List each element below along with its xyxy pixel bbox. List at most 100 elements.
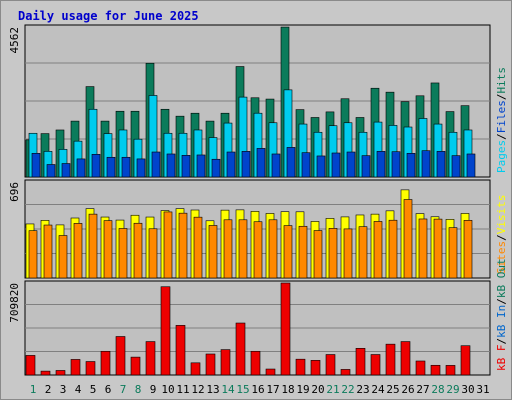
bar-kb-f-day-30 (460, 345, 471, 376)
x-tick-label-day-8: 8 (135, 383, 142, 396)
bar-kb-f-day-24 (370, 354, 381, 376)
bar-kb-f-day-25 (385, 343, 396, 376)
legend-entry: Pages (495, 140, 508, 173)
bar-pages-day-5 (91, 154, 101, 178)
bar-sites-day-14 (223, 219, 233, 279)
x-tick-label-day-29: 29 (446, 383, 459, 396)
bar-sites-day-2 (43, 224, 53, 279)
legend-entry: Sites (495, 241, 508, 274)
bar-pages-day-4 (76, 158, 86, 178)
side-legend-top: Pages/Files/Hits (495, 67, 508, 173)
bar-pages-day-13 (211, 158, 221, 178)
x-tick-label-day-3: 3 (60, 383, 67, 396)
bar-kb-f-day-5 (85, 361, 96, 376)
bar-kb-f-day-8 (130, 356, 141, 376)
bar-pages-day-28 (436, 151, 446, 178)
bar-sites-day-3 (58, 235, 68, 279)
x-tick-label-day-1: 1 (30, 383, 37, 396)
bar-pages-day-18 (286, 147, 296, 178)
x-tick-label-day-5: 5 (90, 383, 97, 396)
bar-pages-day-10 (166, 153, 176, 178)
bar-kb-f-day-10 (160, 286, 171, 376)
bar-pages-day-1 (31, 153, 41, 178)
bar-kb-f-day-29 (445, 365, 456, 376)
bar-kb-f-day-1 (25, 355, 36, 376)
legend-entry: / (495, 133, 508, 140)
x-tick-label-day-13: 13 (206, 383, 219, 396)
bar-sites-day-16 (253, 221, 263, 279)
x-tick-label-day-26: 26 (401, 383, 414, 396)
bar-pages-day-3 (61, 163, 71, 178)
bar-pages-day-30 (466, 153, 476, 178)
x-tick-label-day-6: 6 (105, 383, 112, 396)
x-tick-label-day-12: 12 (191, 383, 204, 396)
x-tick-label-day-7: 7 (120, 383, 127, 396)
x-tick-label-day-22: 22 (341, 383, 354, 396)
bar-pages-day-9 (151, 151, 161, 178)
x-tick-label-day-10: 10 (161, 383, 174, 396)
legend-entry: / (495, 234, 508, 241)
x-tick-label-day-2: 2 (45, 383, 52, 396)
x-tick-label-day-24: 24 (371, 383, 385, 396)
bar-kb-f-day-19 (295, 358, 306, 376)
bar-sites-day-27 (418, 218, 428, 279)
bar-pages-day-21 (331, 152, 341, 178)
bar-kb-f-day-6 (100, 350, 111, 376)
bar-kb-f-day-15 (235, 322, 246, 376)
x-tick-label-day-28: 28 (431, 383, 444, 396)
bar-sites-day-20 (313, 230, 323, 279)
bar-sites-day-15 (238, 219, 248, 279)
bar-kb-f-day-13 (205, 353, 216, 376)
bar-sites-day-21 (328, 228, 338, 279)
chart-title: Daily usage for June 2025 (18, 9, 199, 23)
bar-pages-day-14 (226, 151, 236, 178)
bar-sites-day-24 (373, 221, 383, 279)
x-tick-label-day-31: 31 (476, 383, 489, 396)
legend-entry: kB In (495, 305, 508, 338)
bar-pages-day-22 (346, 151, 356, 178)
bar-pages-day-19 (301, 152, 311, 178)
legend-entry: / (495, 94, 508, 101)
bar-sites-day-1 (28, 230, 38, 279)
bar-kb-f-day-22 (340, 369, 351, 376)
y-max-label: 709820 (8, 283, 21, 323)
bar-sites-day-6 (103, 220, 113, 279)
bar-sites-day-7 (118, 228, 128, 279)
bar-kb-f-day-18 (280, 282, 291, 376)
bar-sites-day-17 (268, 219, 278, 279)
bar-sites-day-5 (88, 213, 98, 279)
panel-middle: 696 Sites/Visits (8, 179, 508, 279)
bar-sites-day-10 (163, 211, 173, 279)
bar-pages-day-8 (136, 158, 146, 178)
x-tick-label-day-27: 27 (416, 383, 429, 396)
bar-pages-day-27 (421, 150, 431, 178)
legend-entry: / (495, 298, 508, 305)
x-tick-label-day-16: 16 (251, 383, 264, 396)
bar-pages-day-11 (181, 154, 191, 178)
y-max-label: 696 (8, 182, 21, 202)
bar-kb-f-day-14 (220, 349, 231, 376)
panel-bottom: 709820 kB F/kB In/kB Out (8, 258, 508, 376)
bar-sites-day-25 (388, 219, 398, 279)
side-legend-bottom: kB F/kB In/kB Out (495, 258, 508, 371)
bar-pages-day-12 (196, 154, 206, 178)
bar-kb-f-day-28 (430, 364, 441, 376)
bar-pages-day-23 (361, 155, 371, 178)
bar-sites-day-12 (193, 216, 203, 279)
bar-sites-day-29 (448, 227, 458, 279)
bar-sites-day-23 (358, 226, 368, 279)
bar-pages-day-24 (376, 151, 386, 178)
x-tick-label-day-21: 21 (326, 383, 339, 396)
bar-sites-day-4 (73, 223, 83, 279)
bar-kb-f-day-3 (55, 370, 66, 376)
x-tick-label-day-9: 9 (150, 383, 157, 396)
bar-sites-day-28 (433, 218, 443, 279)
x-tick-label-day-11: 11 (176, 383, 189, 396)
bar-pages-day-29 (451, 155, 461, 178)
bar-kb-f-day-12 (190, 362, 201, 376)
x-tick-label-day-23: 23 (356, 383, 369, 396)
x-tick-label-day-14: 14 (221, 383, 235, 396)
bar-kb-f-day-23 (355, 348, 366, 376)
